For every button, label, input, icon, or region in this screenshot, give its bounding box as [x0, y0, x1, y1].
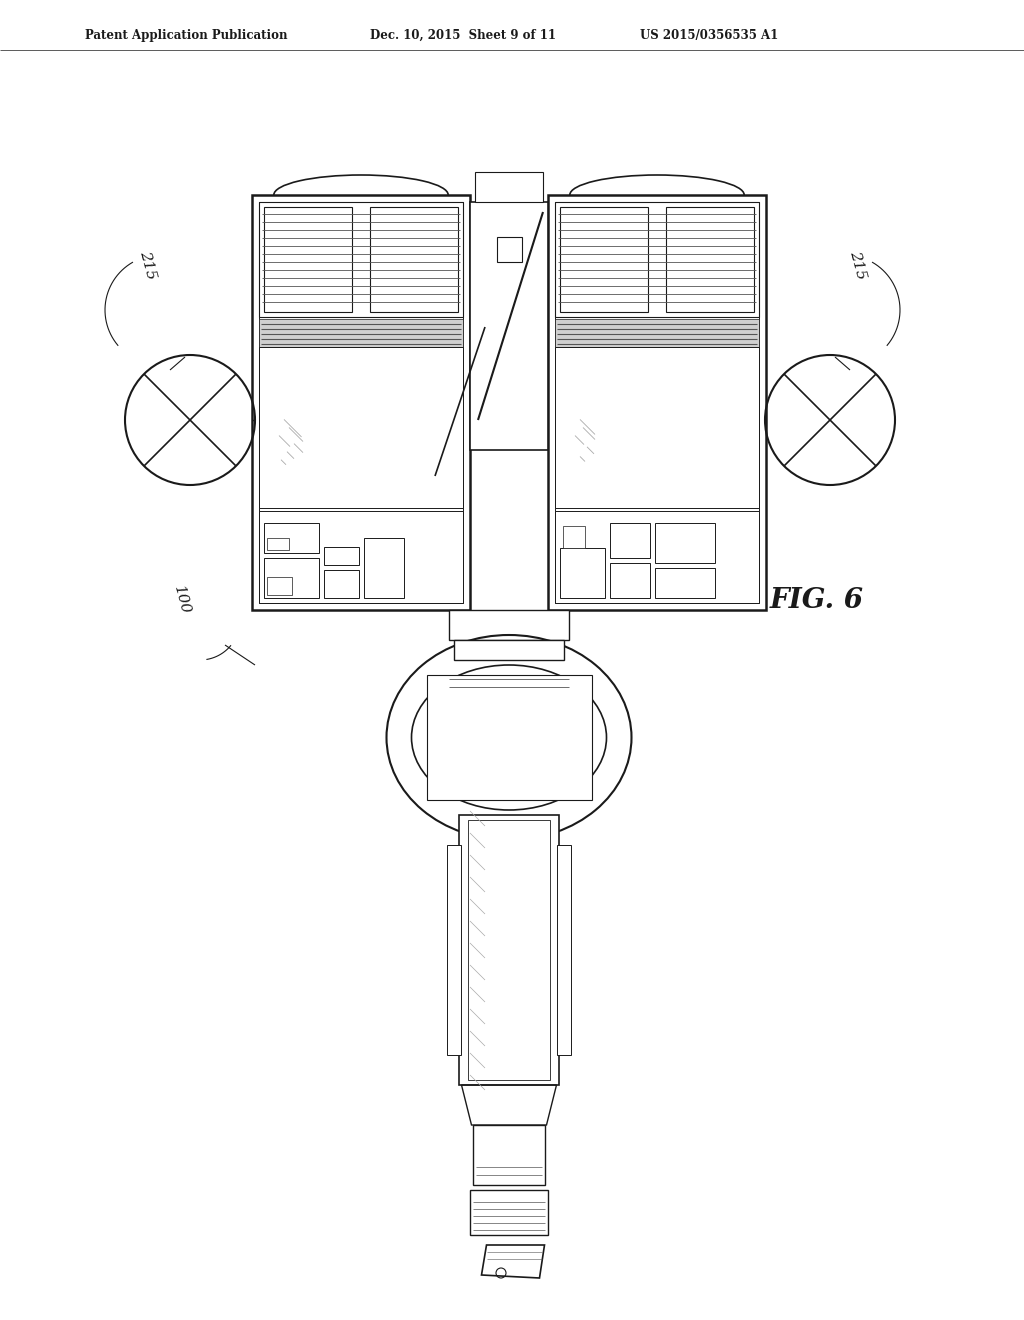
Bar: [449, 610, 569, 640]
Bar: [555, 347, 759, 508]
Bar: [364, 539, 404, 598]
Bar: [447, 845, 461, 1055]
Text: 215: 215: [848, 249, 868, 281]
Bar: [475, 172, 543, 202]
Bar: [548, 195, 766, 610]
Bar: [259, 347, 463, 508]
Bar: [610, 564, 650, 598]
Bar: [252, 195, 470, 610]
Bar: [259, 202, 463, 317]
Bar: [259, 511, 463, 603]
Bar: [264, 523, 319, 553]
Bar: [264, 558, 319, 598]
Bar: [454, 640, 564, 660]
Bar: [560, 207, 648, 312]
Text: 100: 100: [171, 583, 193, 616]
Bar: [459, 814, 559, 1085]
Bar: [324, 570, 359, 598]
Bar: [655, 523, 715, 564]
Bar: [555, 202, 759, 317]
Bar: [497, 238, 521, 261]
Text: 215: 215: [137, 249, 159, 281]
Bar: [370, 207, 458, 312]
Bar: [468, 820, 550, 1080]
Bar: [324, 546, 359, 565]
Text: FIG. 6: FIG. 6: [770, 586, 864, 614]
Bar: [555, 319, 759, 347]
Bar: [560, 548, 605, 598]
Bar: [259, 319, 463, 347]
Bar: [610, 523, 650, 558]
Bar: [470, 202, 548, 450]
Bar: [563, 525, 585, 548]
Text: Patent Application Publication: Patent Application Publication: [85, 29, 288, 41]
Bar: [555, 202, 759, 603]
Bar: [666, 207, 754, 312]
Bar: [259, 202, 463, 603]
Bar: [427, 675, 592, 800]
Bar: [470, 1191, 548, 1236]
Text: US 2015/0356535 A1: US 2015/0356535 A1: [640, 29, 778, 41]
Bar: [264, 207, 352, 312]
Bar: [655, 568, 715, 598]
Text: Dec. 10, 2015  Sheet 9 of 11: Dec. 10, 2015 Sheet 9 of 11: [370, 29, 556, 41]
Bar: [267, 577, 292, 595]
Bar: [473, 1125, 545, 1185]
Bar: [557, 845, 571, 1055]
Bar: [267, 539, 289, 550]
Bar: [555, 511, 759, 603]
